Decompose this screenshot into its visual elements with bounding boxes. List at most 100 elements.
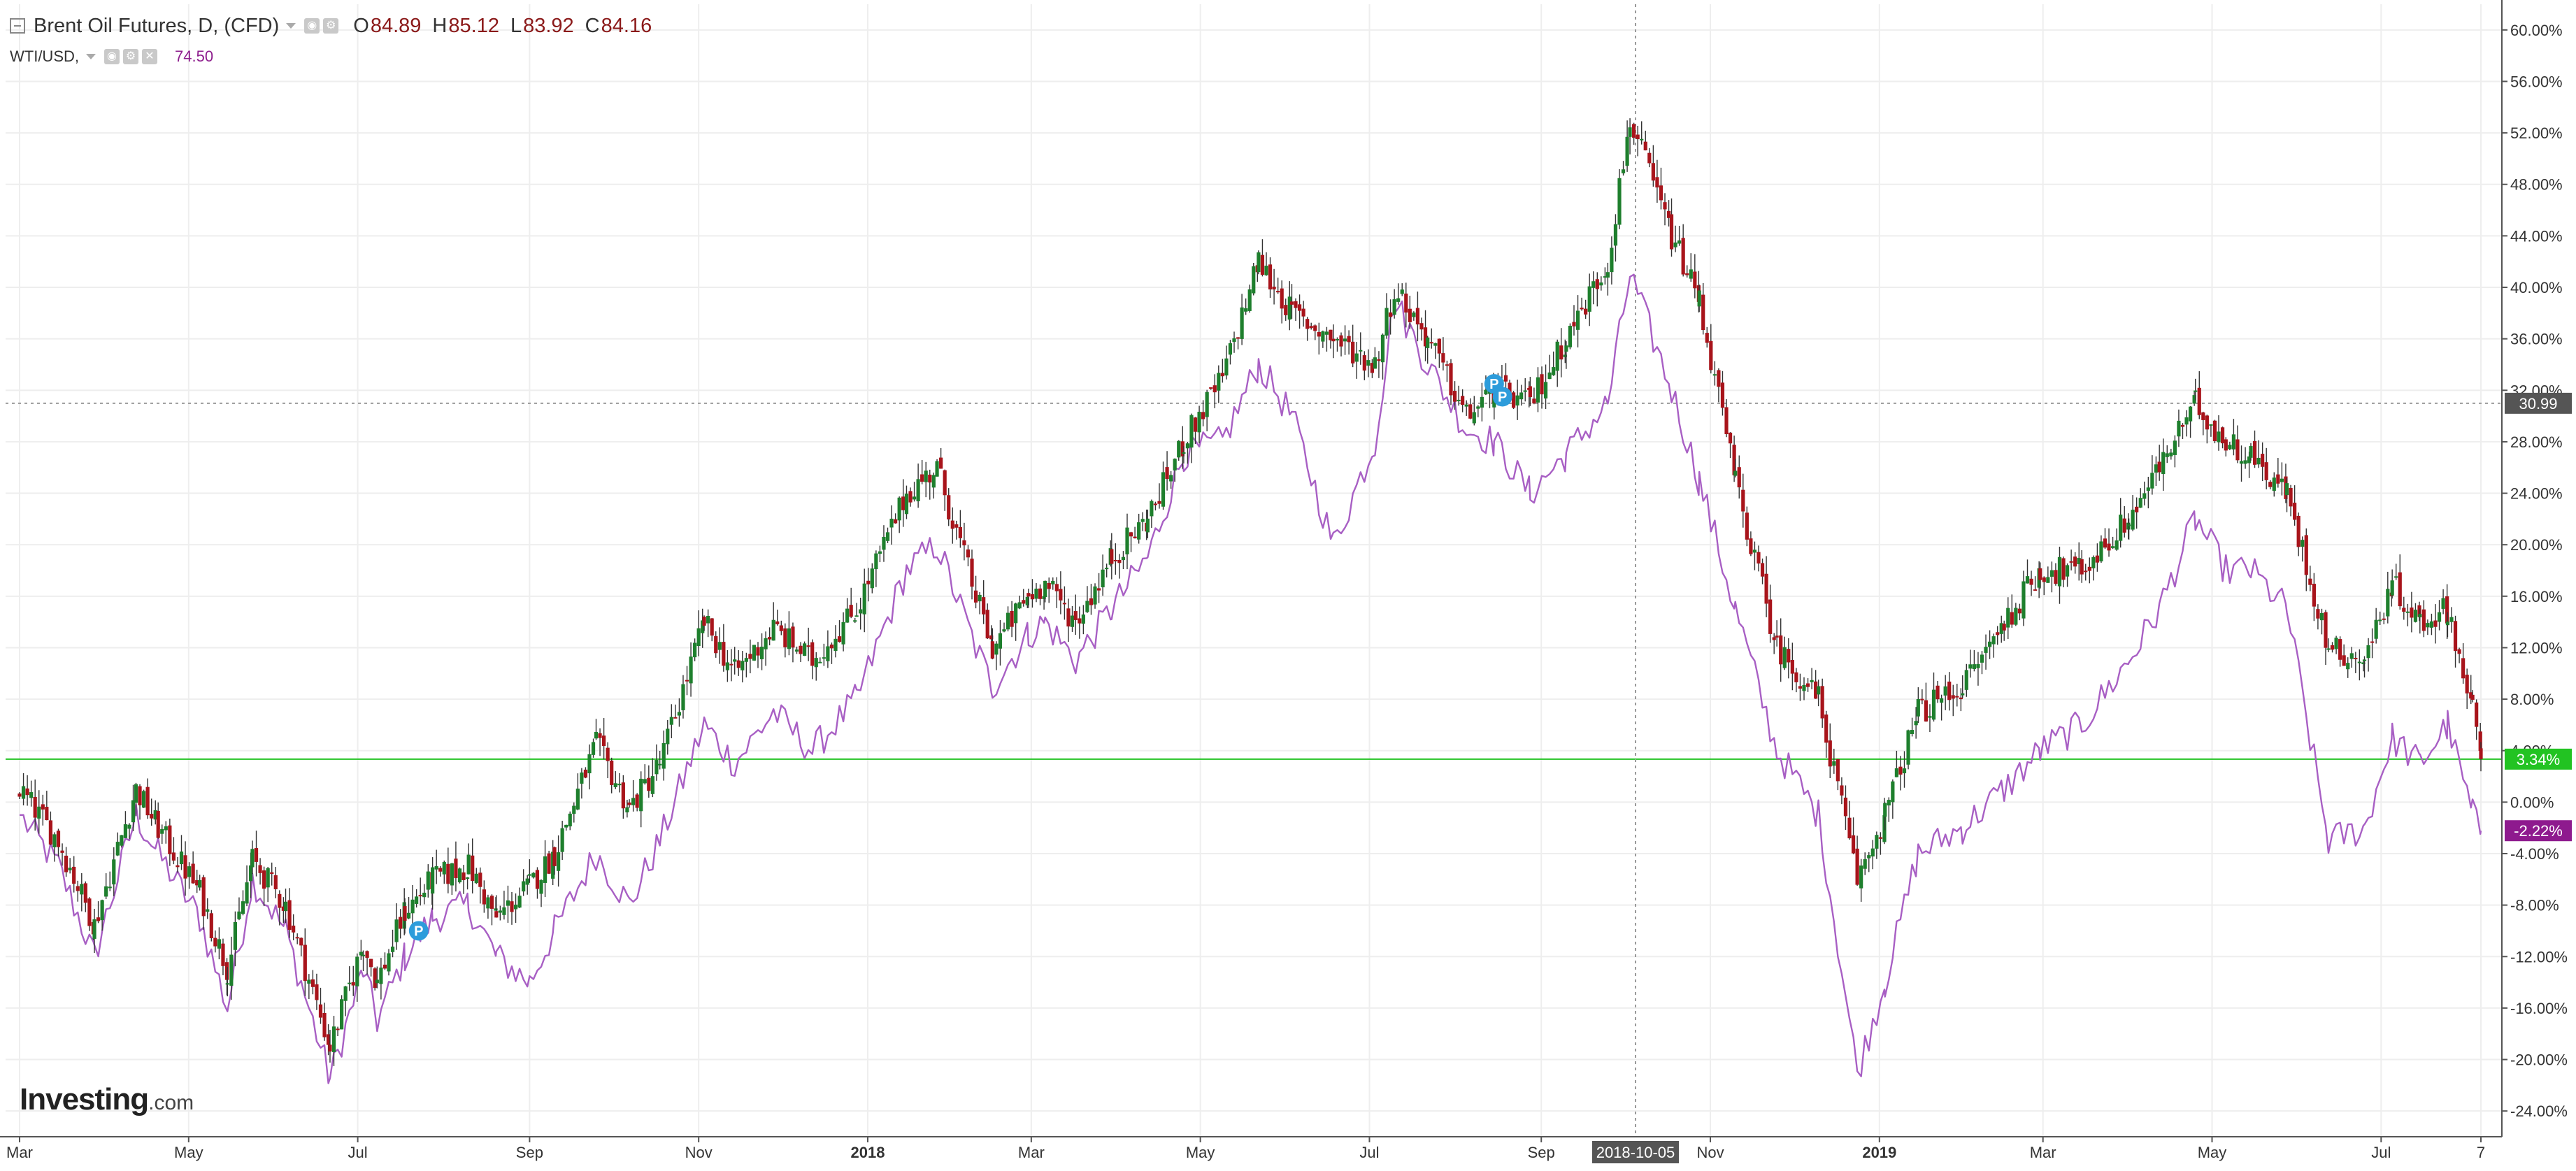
settings-icon[interactable]: ⚙ xyxy=(123,49,138,64)
candle-down xyxy=(1705,333,1709,343)
candle-down xyxy=(1760,563,1765,577)
candle-up xyxy=(1359,350,1363,352)
candle-down xyxy=(1437,338,1441,354)
candle-down xyxy=(258,865,262,873)
candle-down xyxy=(72,866,76,884)
candle-up xyxy=(92,919,96,939)
candle-up xyxy=(141,791,146,808)
visibility-icon[interactable]: ◉ xyxy=(104,49,120,64)
candle-down xyxy=(25,788,29,796)
candle-down xyxy=(1309,326,1313,329)
brent-candles xyxy=(17,118,2483,1066)
collapse-icon[interactable] xyxy=(10,18,25,34)
candle-down xyxy=(326,1034,331,1045)
candle-down xyxy=(1959,697,1963,700)
candle-up xyxy=(1625,136,1629,166)
candle-up xyxy=(706,615,710,624)
candle-up xyxy=(1883,803,1887,817)
candle-down xyxy=(1209,387,1213,389)
candle-up xyxy=(1426,337,1430,348)
candle-up xyxy=(1081,614,1085,624)
x-tick-label: May xyxy=(1186,1144,1215,1161)
candle-down xyxy=(982,597,986,615)
y-tick-label: 16.00% xyxy=(2510,588,2563,605)
candle-up xyxy=(1017,602,1022,609)
candle-up xyxy=(841,622,845,645)
candle-down xyxy=(83,883,87,903)
candle-down xyxy=(2342,655,2346,666)
candle-up xyxy=(442,862,446,875)
y-tick-label: 40.00% xyxy=(2510,279,2563,296)
candle-up xyxy=(794,649,799,652)
compare-series-name[interactable]: WTI/USD, xyxy=(10,48,79,65)
candle-up xyxy=(568,813,572,827)
candle-up xyxy=(2272,477,2276,491)
candle-up xyxy=(1354,353,1359,362)
candle-down xyxy=(547,853,551,874)
candle-down xyxy=(736,660,740,668)
candle-down xyxy=(1651,163,1655,181)
candle-down xyxy=(1284,305,1288,315)
candle-up xyxy=(1051,581,1055,584)
candle-up xyxy=(1373,357,1377,369)
candle-up xyxy=(1552,367,1556,375)
candle-down xyxy=(2054,570,2058,584)
candle-up xyxy=(2449,617,2454,622)
candle-up xyxy=(1457,399,1461,401)
candle-down xyxy=(1408,308,1412,322)
settings-icon[interactable]: ⚙ xyxy=(323,18,339,34)
candle-down xyxy=(2212,420,2217,441)
candle-down xyxy=(278,893,282,908)
main-series-name[interactable]: Brent Oil Futures, D, (CFD) xyxy=(34,14,280,37)
close-icon[interactable]: ✕ xyxy=(142,49,157,64)
candle-down xyxy=(1681,238,1685,275)
candle-up xyxy=(2142,493,2147,499)
candle-down xyxy=(96,917,101,921)
candle-down xyxy=(1814,681,1818,699)
legend: Brent Oil Futures, D, (CFD) ◉ ⚙ O 84.89 H… xyxy=(10,13,652,70)
candle-down xyxy=(1947,681,1952,701)
chevron-down-icon[interactable] xyxy=(86,54,96,59)
candle-up xyxy=(1943,686,1947,696)
candle-down xyxy=(287,900,292,931)
candle-down xyxy=(1741,489,1745,512)
candle-down xyxy=(1878,837,1883,839)
candle-down xyxy=(1212,385,1217,393)
candle-up xyxy=(2126,522,2131,530)
candle-up xyxy=(100,900,104,921)
candle-down xyxy=(1276,291,1280,293)
candle-up xyxy=(2319,612,2324,621)
candle-up xyxy=(822,657,826,659)
candle-down xyxy=(1794,672,1798,682)
candle-down xyxy=(1089,598,1094,605)
candle-up xyxy=(1887,800,1891,806)
chevron-down-icon[interactable] xyxy=(286,23,296,29)
candle-up xyxy=(1689,269,1693,279)
candle-up xyxy=(387,953,391,972)
visibility-icon[interactable]: ◉ xyxy=(304,18,320,34)
candle-up xyxy=(1980,654,1984,663)
x-tick-label: Jul xyxy=(2371,1144,2391,1161)
candle-up xyxy=(1628,127,1632,137)
ohlc-open-key: O xyxy=(353,14,369,37)
candle-up xyxy=(2188,406,2193,422)
candle-down xyxy=(598,733,602,738)
candle-down xyxy=(1078,618,1082,624)
candle-up xyxy=(2217,431,2221,443)
candle-down xyxy=(552,847,557,866)
candle-down xyxy=(1717,370,1721,387)
candle-up xyxy=(859,609,863,614)
candle-down xyxy=(1720,382,1725,408)
candle-up xyxy=(68,868,72,870)
wti-series xyxy=(19,273,2482,1084)
candle-up xyxy=(434,865,438,870)
candle-up xyxy=(2405,611,2410,613)
candle-up xyxy=(1252,266,1256,294)
candle-up xyxy=(2115,540,2119,550)
candle-up xyxy=(1043,580,1047,598)
candle-down xyxy=(1666,210,1671,218)
candle-down xyxy=(2479,748,2483,759)
x-tick-label: Nov xyxy=(1696,1144,1724,1161)
